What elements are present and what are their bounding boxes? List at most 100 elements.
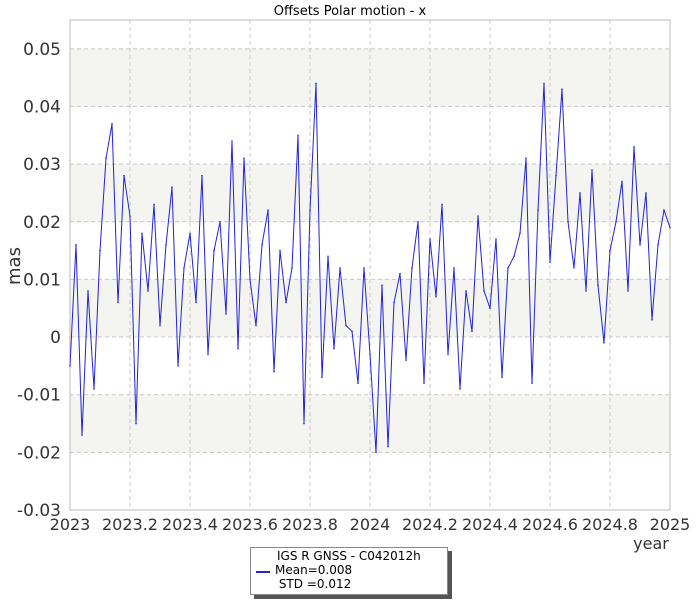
data-point <box>231 140 233 142</box>
data-point <box>87 290 89 292</box>
data-point <box>609 249 611 252</box>
data-point <box>273 370 275 373</box>
data-point <box>519 232 521 235</box>
plot-frame <box>69 19 671 511</box>
x-tick-label: 2023.4 <box>162 515 218 534</box>
x-tick-label: 2023.6 <box>222 515 278 534</box>
data-point <box>147 290 149 292</box>
data-point <box>75 244 77 246</box>
data-point <box>417 220 419 223</box>
data-point <box>309 209 311 212</box>
data-point <box>333 347 335 350</box>
data-point <box>567 220 569 223</box>
data-point <box>597 284 599 286</box>
data-point <box>579 192 581 194</box>
data-point <box>225 313 227 315</box>
data-point <box>393 301 395 304</box>
data-point <box>303 422 305 425</box>
data-point <box>465 290 467 292</box>
data-point <box>285 301 287 304</box>
data-point <box>105 157 107 160</box>
x-axis-label: year <box>633 534 669 553</box>
data-point <box>633 146 635 148</box>
y-tick-label: 0.03 <box>23 155 61 175</box>
data-point <box>495 238 497 240</box>
y-tick-label: 0.05 <box>23 40 61 60</box>
x-tick-label: 2024.6 <box>522 515 578 534</box>
data-point <box>405 359 407 361</box>
data-point <box>165 244 167 246</box>
y-tick-label: -0.01 <box>17 386 61 406</box>
x-tick-label: 2023 <box>50 515 91 534</box>
data-point <box>195 301 197 304</box>
data-point <box>375 451 377 454</box>
data-point <box>591 169 593 171</box>
data-point <box>447 353 449 356</box>
data-point <box>219 220 221 223</box>
data-point <box>213 249 215 252</box>
data-point <box>183 267 185 269</box>
data-point <box>93 388 95 390</box>
legend-swatch <box>256 571 270 573</box>
data-point <box>321 376 323 379</box>
legend-title: IGS R GNSS - C042012h <box>277 549 421 563</box>
data-point <box>351 330 353 333</box>
data-point <box>615 220 617 223</box>
x-tick-labels: 2023 2023.2 2023.4 2023.6 2023.8 2024 2024.2 20… <box>50 515 691 534</box>
y-tick-label: -0.03 <box>17 501 61 521</box>
data-point <box>543 82 545 85</box>
y-tick-label: 0.02 <box>23 213 61 233</box>
data-point <box>663 209 665 212</box>
data-point <box>669 226 671 229</box>
data-point <box>345 324 347 327</box>
data-point <box>477 215 479 217</box>
legend-std: STD =0.012 <box>275 577 352 591</box>
data-point <box>525 157 527 160</box>
series-layer <box>69 82 671 454</box>
data-point <box>657 244 659 246</box>
data-point <box>645 192 647 194</box>
data-point <box>99 249 101 252</box>
data-point <box>327 255 329 258</box>
data-point <box>129 215 131 217</box>
data-point <box>153 203 155 206</box>
data-point <box>201 174 203 177</box>
legend: IGS R GNSS - C042012h Mean=0.008 STD =0.… <box>250 547 448 595</box>
data-point <box>369 353 371 356</box>
data-point <box>243 157 245 160</box>
data-point <box>81 434 83 436</box>
y-tick-label: 0.04 <box>23 97 61 117</box>
data-point <box>159 324 161 327</box>
data-point <box>561 88 563 90</box>
data-point <box>387 445 389 448</box>
data-point <box>267 209 269 212</box>
x-tick-label: 2024.8 <box>582 515 638 534</box>
data-point <box>435 295 437 298</box>
data-point <box>111 122 113 125</box>
data-point <box>585 290 587 292</box>
data-point <box>381 284 383 286</box>
x-tick-label: 2023.8 <box>282 515 338 534</box>
legend-mean: Mean=0.008 <box>275 563 353 577</box>
data-point <box>555 174 557 177</box>
y-tick-label: -0.02 <box>17 443 61 463</box>
data-point <box>141 232 143 235</box>
y-axis-label: mas <box>4 247 25 285</box>
data-point <box>501 376 503 379</box>
x-tick-label: 2024 <box>350 515 391 534</box>
x-tick-label: 2024.4 <box>462 515 518 534</box>
data-point <box>639 244 641 246</box>
data-point <box>297 134 299 137</box>
data-point <box>441 203 443 206</box>
data-point <box>531 382 533 384</box>
data-point <box>483 290 485 292</box>
x-tick-label: 2023.2 <box>102 515 158 534</box>
data-point <box>537 209 539 212</box>
y-tick-label: 0 <box>50 328 61 348</box>
data-point <box>315 82 317 85</box>
data-point <box>627 290 629 292</box>
data-point <box>573 267 575 269</box>
data-point <box>291 267 293 269</box>
data-point <box>237 347 239 350</box>
